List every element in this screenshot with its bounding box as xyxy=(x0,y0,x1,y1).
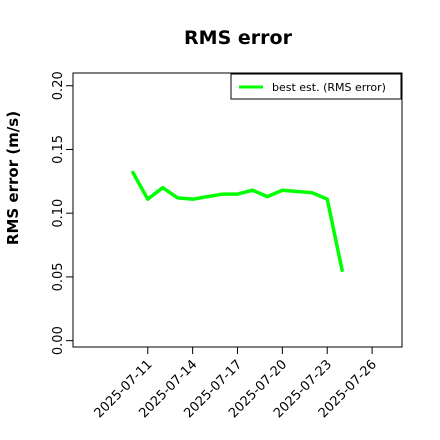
y-axis-label: RMS error (m/s) xyxy=(4,111,22,245)
data-point xyxy=(131,170,135,174)
data-point xyxy=(146,197,150,201)
data-point xyxy=(340,268,344,273)
y-tick-label: 0.20 xyxy=(51,71,66,100)
y-tick-label: 0.05 xyxy=(51,262,66,291)
data-point xyxy=(250,188,255,192)
data-point xyxy=(220,192,225,196)
data-point xyxy=(310,191,314,195)
y-tick-label: 0.15 xyxy=(51,135,66,164)
series-line xyxy=(131,171,344,271)
y-axis: 0.00 0.05 0.10 0.15 0.20 xyxy=(51,71,73,355)
y-tick-label: 0.10 xyxy=(51,199,66,228)
data-point xyxy=(205,195,210,199)
plot-frame xyxy=(72,72,403,348)
data-point xyxy=(280,188,284,192)
legend-label: best est. (RMS error) xyxy=(272,81,386,94)
data-point xyxy=(176,196,180,200)
data-point xyxy=(235,192,240,196)
chart-title: RMS error xyxy=(184,27,293,49)
series-layer xyxy=(131,170,344,273)
data-point xyxy=(295,189,299,194)
data-point xyxy=(325,197,329,201)
data-point xyxy=(161,186,165,190)
x-axis: 2025-07-112025-07-142025-07-172025-07-20… xyxy=(92,347,380,421)
legend: best est. (RMS error) xyxy=(230,73,402,100)
data-point xyxy=(191,197,195,201)
y-tick-label: 0.00 xyxy=(51,326,66,355)
data-point xyxy=(265,195,270,199)
